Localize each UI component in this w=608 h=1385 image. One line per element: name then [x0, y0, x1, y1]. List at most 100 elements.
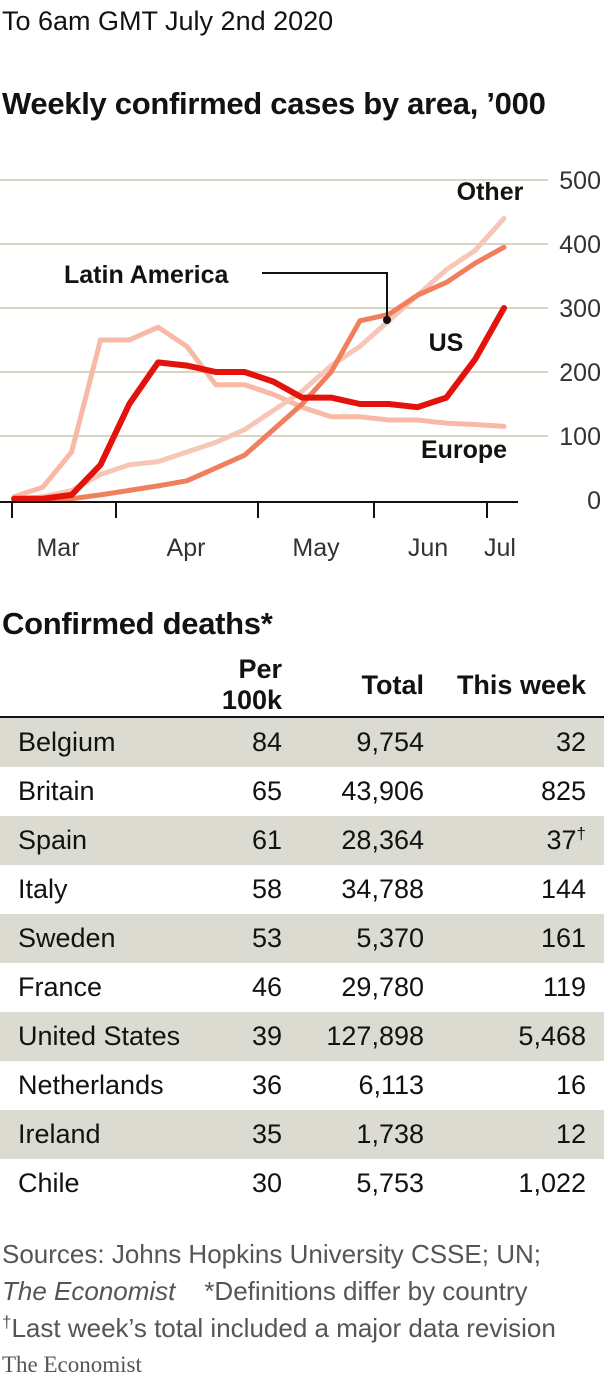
- table-row: Ireland 35 1,738 12: [0, 1110, 604, 1159]
- total-cell-value: 28,364: [341, 825, 424, 855]
- this-week-cell: 144: [424, 865, 604, 914]
- this-week-cell-value: 119: [542, 972, 586, 1002]
- per100k-cell-value: 65: [251, 776, 282, 806]
- this-week-cell-value: 37: [546, 825, 577, 855]
- country-cell-value: Ireland: [18, 1119, 101, 1149]
- total-cell: 28,364: [282, 816, 424, 865]
- table-row: Italy 58 34,788 144: [0, 865, 604, 914]
- per100k-cell-value: 30: [251, 1168, 282, 1198]
- this-week-cell: 37†: [424, 816, 604, 865]
- this-week-cell-value: 161: [540, 923, 586, 953]
- y-tick-label: 500: [559, 167, 601, 195]
- series-label-us: US: [429, 329, 464, 357]
- country-cell-value: Belgium: [18, 727, 116, 757]
- per100k-cell-value: 35: [251, 1119, 282, 1149]
- x-axis: Mar Apr May Jun Jul: [0, 501, 518, 562]
- y-tick-label: 0: [587, 487, 601, 515]
- latin-america-leader: [262, 272, 388, 320]
- this-week-cell: 5,468: [424, 1012, 604, 1061]
- x-tick-label: Jun: [408, 534, 448, 562]
- sources-economist: The Economist: [2, 1276, 176, 1306]
- table-row: France 46 29,780 119: [0, 963, 604, 1012]
- country-cell-value: Spain: [18, 825, 88, 855]
- country-cell: Italy: [0, 865, 198, 914]
- per100k-cell-value: 46: [251, 972, 282, 1002]
- this-week-cell: 32: [424, 717, 604, 767]
- per100k-cell-value: 39: [251, 1021, 282, 1051]
- total-cell-value: 9,754: [356, 727, 424, 757]
- total-cell-value: 5,370: [356, 923, 424, 953]
- this-week-cell-value: 5,468: [518, 1021, 586, 1051]
- per100k-cell: 36: [198, 1061, 282, 1110]
- country-cell-value: France: [18, 972, 103, 1002]
- series-label-other: Other: [457, 178, 524, 206]
- country-cell: Sweden: [0, 914, 198, 963]
- total-cell: 127,898: [282, 1012, 424, 1061]
- line-chart: 0 100 200 300 400 500 Mar Apr May Jun Jul Europe O…: [0, 167, 601, 562]
- x-tick-label: Apr: [167, 534, 206, 562]
- country-cell: Britain: [0, 767, 198, 816]
- y-tick-label: 300: [559, 295, 601, 323]
- sources-note: Sources: Johns Hopkins University CSSE; …: [2, 1236, 608, 1347]
- table-row: United States 39 127,898 5,468: [0, 1012, 604, 1061]
- total-cell: 5,753: [282, 1159, 424, 1208]
- country-cell-value: Chile: [18, 1168, 80, 1198]
- total-cell: 6,113: [282, 1061, 424, 1110]
- per100k-cell: 46: [198, 963, 282, 1012]
- brand-logo: The Economist: [2, 1352, 142, 1377]
- country-cell-value: Netherlands: [18, 1070, 164, 1100]
- per100k-cell-value: 84: [251, 727, 282, 757]
- x-tick-label: Jul: [484, 534, 516, 562]
- country-cell: Netherlands: [0, 1061, 198, 1110]
- this-week-cell-value: 825: [540, 776, 586, 806]
- per100k-cell: 65: [198, 767, 282, 816]
- per100k-cell: 53: [198, 914, 282, 963]
- table-row: Netherlands 36 6,113 16: [0, 1061, 604, 1110]
- total-cell: 5,370: [282, 914, 424, 963]
- total-cell-value: 34,788: [341, 874, 424, 904]
- series-lines: [11, 215, 507, 503]
- total-cell: 1,738: [282, 1110, 424, 1159]
- country-cell-value: United States: [18, 1021, 181, 1051]
- this-week-cell-value: 32: [555, 727, 586, 757]
- series-line-europe: [11, 324, 507, 500]
- gridlines: [0, 179, 548, 437]
- this-week-cell: 1,022: [424, 1159, 604, 1208]
- per100k-cell: 58: [198, 865, 282, 914]
- table-row: Belgium 84 9,754 32: [0, 717, 604, 767]
- total-cell: 43,906: [282, 767, 424, 816]
- latin-america-leader-dot: [383, 316, 391, 324]
- header-country: [0, 654, 198, 718]
- per100k-cell-value: 61: [251, 825, 282, 855]
- table-row: Chile 30 5,753 1,022: [0, 1159, 604, 1208]
- total-cell-value: 6,113: [358, 1070, 424, 1100]
- sources-line-1: Sources: Johns Hopkins University CSSE; …: [2, 1239, 541, 1269]
- country-cell-value: Sweden: [18, 923, 116, 953]
- total-cell-value: 127,898: [326, 1021, 424, 1051]
- y-tick-label: 400: [559, 231, 601, 259]
- dagger-mark: †: [576, 824, 586, 843]
- total-cell-value: 29,780: [341, 972, 424, 1002]
- table-row: Britain 65 43,906 825: [0, 767, 604, 816]
- total-cell: 9,754: [282, 717, 424, 767]
- dagger-mark: †: [2, 1312, 12, 1332]
- sources-line-2: The Economist *Definitions differ by cou…: [2, 1273, 608, 1310]
- total-cell-value: 1,738: [356, 1119, 424, 1149]
- x-tick-label: May: [292, 534, 340, 562]
- country-cell: Spain: [0, 816, 198, 865]
- definitions-note: *Definitions differ by country: [204, 1276, 528, 1306]
- dagger-note: Last week’s total included a major data …: [11, 1313, 556, 1343]
- this-week-cell: 119: [424, 963, 604, 1012]
- series-label-europe: Europe: [421, 436, 507, 464]
- sources-line-3: †Last week’s total included a major data…: [2, 1310, 608, 1347]
- this-week-cell-value: 16: [555, 1070, 586, 1100]
- total-cell: 29,780: [282, 963, 424, 1012]
- y-tick-labels: 0 100 200 300 400 500: [559, 167, 601, 515]
- country-cell: Ireland: [0, 1110, 198, 1159]
- this-week-cell: 825: [424, 767, 604, 816]
- this-week-cell-value: 12: [555, 1119, 586, 1149]
- series-labels: Europe Other Latin America US: [64, 178, 524, 464]
- table-row: Sweden 53 5,370 161: [0, 914, 604, 963]
- per100k-cell: 39: [198, 1012, 282, 1061]
- deaths-table: Per 100k Total This week Belgium 84 9,754 3…: [0, 654, 604, 1208]
